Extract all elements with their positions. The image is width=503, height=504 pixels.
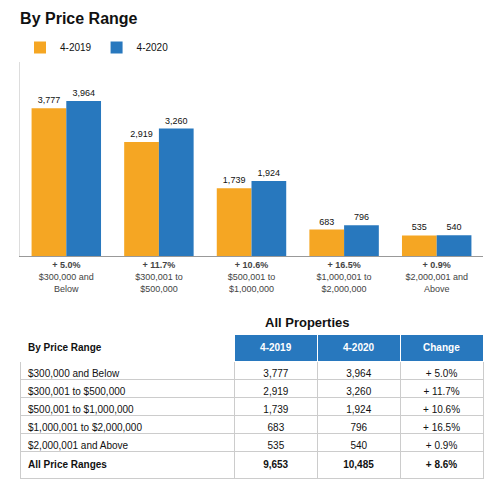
svg-text:$500,001 to $1,000,000: $500,001 to $1,000,000	[28, 404, 134, 415]
svg-text:$2,000,001 and Above: $2,000,001 and Above	[28, 440, 129, 451]
svg-text:All Price Ranges: All Price Ranges	[28, 459, 107, 470]
svg-text:+ 16.5%$1,000,001 to$2,000,000: + 16.5%$1,000,001 to$2,000,000	[317, 260, 372, 293]
svg-text:4-2019: 4-2019	[60, 42, 92, 53]
svg-text:1,739: 1,739	[263, 404, 288, 415]
svg-text:By Price Range: By Price Range	[20, 10, 137, 27]
svg-text:796: 796	[350, 422, 367, 433]
svg-text:3,260: 3,260	[165, 116, 188, 126]
svg-text:3,777: 3,777	[263, 368, 288, 379]
svg-text:3,964: 3,964	[72, 88, 95, 98]
svg-text:+ 5.0%: + 5.0%	[426, 368, 458, 379]
svg-text:535: 535	[268, 440, 285, 451]
svg-text:$300,000 and Below: $300,000 and Below	[28, 368, 120, 379]
svg-text:10,485: 10,485	[343, 459, 374, 470]
svg-text:3,964: 3,964	[346, 368, 371, 379]
svg-text:540: 540	[447, 222, 462, 232]
svg-text:1,924: 1,924	[258, 168, 281, 178]
svg-text:$300,001 to $500,000: $300,001 to $500,000	[28, 386, 126, 397]
svg-text:3,260: 3,260	[346, 386, 371, 397]
svg-text:535: 535	[412, 222, 427, 232]
svg-text:+ 11.7%$300,001 to$500,000: + 11.7%$300,001 to$500,000	[135, 260, 183, 293]
svg-text:+ 0.9%: + 0.9%	[426, 440, 458, 451]
svg-text:All Properties: All Properties	[265, 315, 350, 330]
svg-text:+ 0.9%$2,000,001 andAbove: + 0.9%$2,000,001 andAbove	[405, 260, 468, 293]
svg-text:1,924: 1,924	[346, 404, 371, 415]
svg-text:By Price Range: By Price Range	[28, 342, 102, 353]
svg-text:+ 16.5%: + 16.5%	[423, 422, 460, 433]
svg-text:$1,000,001 to $2,000,000: $1,000,001 to $2,000,000	[28, 422, 142, 433]
svg-text:796: 796	[354, 212, 369, 222]
svg-text:+ 11.7%: + 11.7%	[423, 386, 459, 397]
svg-text:+ 8.6%: + 8.6%	[426, 459, 458, 470]
svg-text:4-2020: 4-2020	[137, 42, 169, 53]
svg-text:Change: Change	[423, 342, 460, 353]
svg-text:+ 10.6%: + 10.6%	[423, 404, 460, 415]
svg-text:683: 683	[319, 217, 334, 227]
svg-text:1,739: 1,739	[223, 175, 246, 185]
svg-text:4-2019: 4-2019	[260, 342, 292, 353]
svg-text:+ 10.6%$500,001 to$1,000,000: + 10.6%$500,001 to$1,000,000	[228, 260, 276, 293]
svg-text:2,919: 2,919	[130, 129, 153, 139]
svg-text:540: 540	[350, 440, 367, 451]
svg-text:4-2020: 4-2020	[343, 342, 375, 353]
svg-text:3,777: 3,777	[38, 95, 61, 105]
svg-text:+ 5.0%$300,000 andBelow: + 5.0%$300,000 andBelow	[39, 260, 94, 293]
svg-text:9,653: 9,653	[263, 459, 288, 470]
svg-text:683: 683	[268, 422, 285, 433]
svg-text:2,919: 2,919	[263, 386, 288, 397]
